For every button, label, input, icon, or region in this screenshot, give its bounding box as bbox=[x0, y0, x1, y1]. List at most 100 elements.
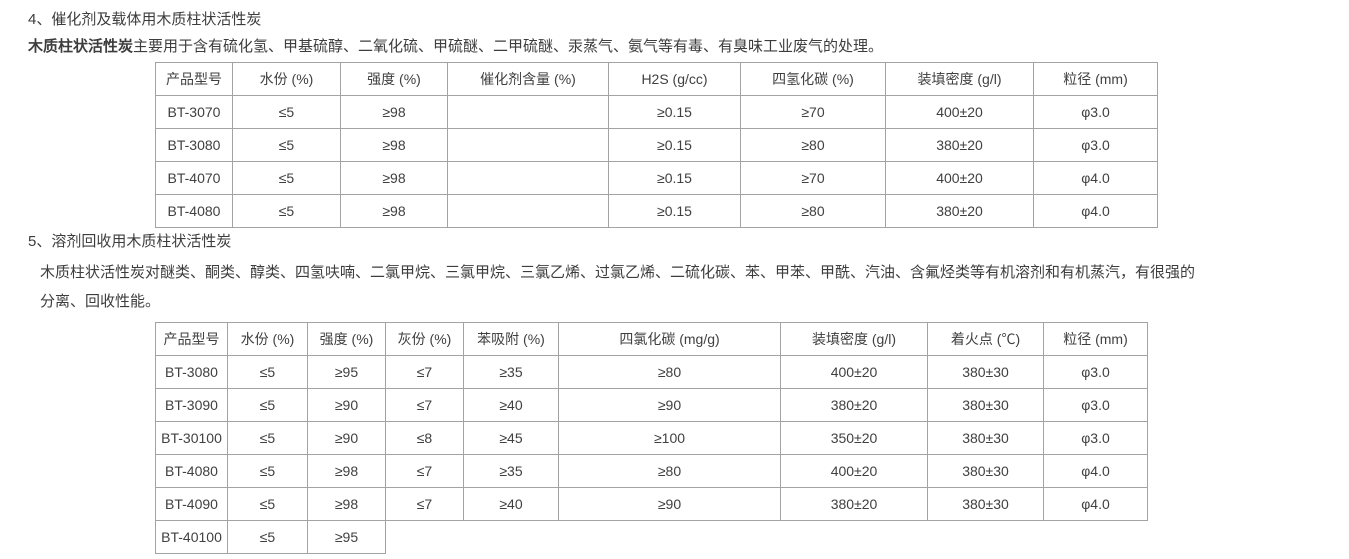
column-header: 产品型号 bbox=[155, 62, 233, 96]
table-cell: ≥80 bbox=[740, 128, 886, 162]
table-cell: 380±30 bbox=[927, 454, 1044, 488]
table-cell: ≤5 bbox=[232, 128, 341, 162]
table-cell: ≥0.15 bbox=[608, 161, 741, 195]
table-cell: ≥70 bbox=[740, 161, 886, 195]
table-cell: 400±20 bbox=[885, 161, 1034, 195]
table-cell: ≤5 bbox=[227, 355, 308, 389]
table-cell: ≤5 bbox=[232, 194, 341, 228]
table-cell: BT-30100 bbox=[155, 421, 228, 455]
column-header: 四氯化碳 (mg/g) bbox=[558, 322, 781, 356]
column-header: 粒径 (mm) bbox=[1033, 62, 1158, 96]
table-cell: ≤5 bbox=[227, 520, 308, 554]
table-cell: ≥95 bbox=[307, 520, 386, 554]
table-cell: ≥0.15 bbox=[608, 95, 741, 129]
table-row: BT-4090 ≤5 ≥98 ≤7 ≥40 ≥90 380±20 380±30 φ4.0 bbox=[155, 487, 1148, 521]
table-cell: BT-3080 bbox=[155, 355, 228, 389]
table-cell: ≥98 bbox=[340, 128, 448, 162]
section-4-intro-lead: 木质柱状活性炭 bbox=[28, 38, 134, 55]
table-cell: ≥90 bbox=[558, 487, 781, 521]
table-row: BT-4080 ≤5 ≥98 ≥0.15 ≥80 380±20 φ4.0 bbox=[155, 194, 1158, 228]
table-cell: ≥40 bbox=[463, 388, 559, 422]
column-header: 灰份 (%) bbox=[385, 322, 464, 356]
table-cell: ≤5 bbox=[227, 388, 308, 422]
column-header: 着火点 (℃) bbox=[927, 322, 1044, 356]
table-cell: 380±30 bbox=[927, 388, 1044, 422]
table-cell: ≥90 bbox=[558, 388, 781, 422]
table-row: BT-4070 ≤5 ≥98 ≥0.15 ≥70 400±20 φ4.0 bbox=[155, 161, 1158, 195]
table-cell: ≤5 bbox=[227, 421, 308, 455]
section-5-intro-line2: 分离、回收性能。 bbox=[40, 293, 161, 310]
table-cell: ≤5 bbox=[232, 161, 341, 195]
column-header: 水份 (%) bbox=[232, 62, 341, 96]
table-cell: φ4.0 bbox=[1043, 454, 1148, 488]
section-4-intro: 木质柱状活性炭主要用于含有硫化氢、甲基硫醇、二氧化硫、甲硫醚、二甲硫醚、汞蒸气、… bbox=[28, 35, 883, 56]
table-cell: φ4.0 bbox=[1033, 161, 1158, 195]
table-row: BT-40100 ≤5 ≥95 bbox=[155, 520, 1148, 554]
table-cell: BT-40100 bbox=[155, 520, 228, 554]
table-cell: 380±20 bbox=[780, 487, 928, 521]
column-header: 苯吸附 (%) bbox=[463, 322, 559, 356]
table-row: BT-3090 ≤5 ≥90 ≤7 ≥40 ≥90 380±20 380±30 φ3.0 bbox=[155, 388, 1148, 422]
column-header: 催化剂含量 (%) bbox=[447, 62, 609, 96]
table-cell: ≤7 bbox=[385, 355, 464, 389]
table-row: BT-4080 ≤5 ≥98 ≤7 ≥35 ≥80 400±20 380±30 φ4.0 bbox=[155, 454, 1148, 488]
table-row: BT-3070 ≤5 ≥98 ≥0.15 ≥70 400±20 φ3.0 bbox=[155, 95, 1158, 129]
solvent-recovery-carbon-spec-table: 产品型号 水份 (%) 强度 (%) 灰份 (%) 苯吸附 (%) 四氯化碳 (mg/g)… bbox=[155, 322, 1148, 554]
table-row: BT-30100 ≤5 ≥90 ≤8 ≥45 ≥100 350±20 380±30 φ3.0 bbox=[155, 421, 1148, 455]
table-cell: 380±20 bbox=[885, 194, 1034, 228]
table-cell: ≥70 bbox=[740, 95, 886, 129]
table-cell: ≥98 bbox=[340, 95, 448, 129]
table-cell: ≥0.15 bbox=[608, 194, 741, 228]
table-row: BT-3080 ≤5 ≥98 ≥0.15 ≥80 380±20 φ3.0 bbox=[155, 128, 1158, 162]
table-cell: 400±20 bbox=[885, 95, 1034, 129]
table-cell: ≥35 bbox=[463, 355, 559, 389]
section-5-intro: 木质柱状活性炭对醚类、酮类、醇类、四氢呋喃、二氯甲烷、三氯甲烷、三氯乙烯、过氯乙… bbox=[40, 258, 1195, 316]
column-header: 装填密度 (g/l) bbox=[885, 62, 1034, 96]
column-header: 强度 (%) bbox=[340, 62, 448, 96]
table-cell: ≥80 bbox=[558, 454, 781, 488]
table-cell: 400±20 bbox=[780, 454, 928, 488]
table-cell: φ3.0 bbox=[1033, 95, 1158, 129]
table-cell: ≤7 bbox=[385, 487, 464, 521]
table-cell: φ4.0 bbox=[1043, 487, 1148, 521]
table-cell: ≥100 bbox=[558, 421, 781, 455]
table-cell: BT-3070 bbox=[155, 95, 233, 129]
table-cell bbox=[447, 161, 609, 195]
table-cell: ≥80 bbox=[558, 355, 781, 389]
table-cell: BT-3090 bbox=[155, 388, 228, 422]
column-header: 装填密度 (g/l) bbox=[780, 322, 928, 356]
column-header: 四氢化碳 (%) bbox=[740, 62, 886, 96]
table-cell: ≤7 bbox=[385, 454, 464, 488]
table-cell: φ3.0 bbox=[1033, 128, 1158, 162]
table-cell: 400±20 bbox=[780, 355, 928, 389]
column-header: 粒径 (mm) bbox=[1043, 322, 1148, 356]
table-cell: BT-4080 bbox=[155, 194, 233, 228]
column-header: 水份 (%) bbox=[227, 322, 308, 356]
table-cell: ≥0.15 bbox=[608, 128, 741, 162]
column-header: 强度 (%) bbox=[307, 322, 386, 356]
table-cell bbox=[447, 128, 609, 162]
section-5-heading: 5、溶剂回收用木质柱状活性炭 bbox=[28, 233, 232, 250]
table-cell: ≥98 bbox=[307, 487, 386, 521]
table-cell: ≤5 bbox=[227, 454, 308, 488]
table-cell: ≥40 bbox=[463, 487, 559, 521]
table-cell: ≥80 bbox=[740, 194, 886, 228]
table-cell: ≥98 bbox=[340, 161, 448, 195]
table-cell: φ3.0 bbox=[1043, 388, 1148, 422]
table-cell: ≤5 bbox=[232, 95, 341, 129]
table-cell: 350±20 bbox=[780, 421, 928, 455]
header-row: 产品型号 水份 (%) 强度 (%) 灰份 (%) 苯吸附 (%) 四氯化碳 (mg/g)… bbox=[155, 322, 1148, 356]
table-cell: ≥98 bbox=[307, 454, 386, 488]
table-cell: φ3.0 bbox=[1043, 355, 1148, 389]
table-cell: 380±30 bbox=[927, 487, 1044, 521]
table-cell: φ3.0 bbox=[1043, 421, 1148, 455]
table-cell: ≥35 bbox=[463, 454, 559, 488]
table-cell: 380±20 bbox=[780, 388, 928, 422]
table-cell: ≥45 bbox=[463, 421, 559, 455]
table-cell: ≥95 bbox=[307, 355, 386, 389]
catalyst-carrier-carbon-spec-table: 产品型号 水份 (%) 强度 (%) 催化剂含量 (%) H2S (g/cc) 四氢化碳 … bbox=[155, 62, 1158, 228]
table-cell: ≥90 bbox=[307, 388, 386, 422]
table-cell: φ4.0 bbox=[1033, 194, 1158, 228]
table-cell: BT-4080 bbox=[155, 454, 228, 488]
